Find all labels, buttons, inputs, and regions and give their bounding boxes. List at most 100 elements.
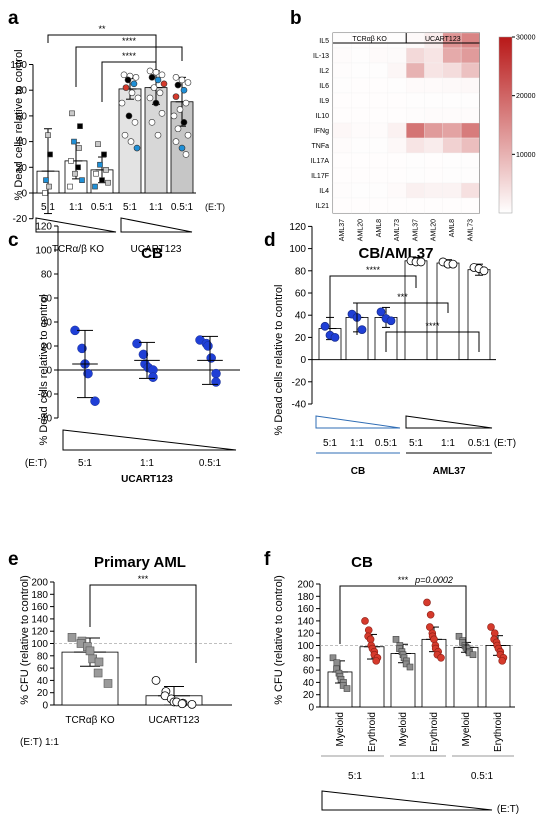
c-data-point (77, 343, 87, 354)
f-y-tick-label: 120 (297, 629, 314, 640)
a-data-square (67, 183, 73, 190)
d-sig-1 (329, 275, 417, 330)
panel-d-letter: d (264, 230, 276, 251)
b-heat-cell (387, 122, 407, 139)
b-heat-cell (460, 197, 480, 214)
b-heat-cell (424, 122, 443, 139)
e-data-point (151, 676, 161, 685)
a-data-point (182, 151, 190, 158)
b-heat-cell (369, 47, 389, 64)
f-y-tick-label: 160 (297, 604, 314, 615)
a-data-point (150, 84, 158, 91)
f-y-tick-label: 180 (297, 592, 314, 603)
f-y-tick-label: 80 (303, 653, 315, 664)
f-category-label: Erythroid (429, 712, 440, 752)
b-heat-cell (460, 92, 480, 109)
panel-f-letter: f (264, 549, 271, 570)
a-data-point (176, 106, 184, 113)
b-heat-cell (369, 197, 389, 214)
b-colorbar-tick-label: 10000 (516, 152, 536, 159)
b-heat-cell (406, 197, 425, 214)
f-ratio-label: 5:1 (348, 771, 362, 782)
b-row-label: IFNg (314, 128, 329, 135)
e-et-label: (E:T) 1:1 (20, 737, 59, 748)
f-data-point (430, 635, 438, 644)
b-heat-cell (369, 167, 389, 184)
a-data-point (184, 79, 192, 86)
b-heat-cell (460, 77, 480, 94)
b-heat-cell (442, 167, 462, 184)
a-data-point (178, 76, 186, 84)
f-data-point (437, 653, 445, 662)
f-category-label: Myeloid (335, 712, 346, 746)
b-heat-cell (332, 152, 352, 169)
f-y-tick-label: 60 (303, 666, 315, 677)
b-heat-cell (332, 137, 352, 154)
b-col-label: AML20 (431, 219, 438, 241)
panel-f-title: CB (351, 554, 373, 571)
b-heat-cell (351, 107, 370, 124)
e-y-tick-label: 180 (31, 590, 48, 601)
e-data-square (67, 633, 77, 642)
a-data-square (69, 110, 75, 117)
d-category-label: 1:1 (441, 438, 455, 449)
a-data-point (180, 119, 188, 126)
f-y-tick-label: 0 (308, 703, 314, 714)
f-category-label: Erythroid (367, 712, 378, 752)
b-heat-cell (387, 137, 407, 154)
a-data-point (158, 71, 166, 79)
a-group-label-2: UCART123 (131, 244, 182, 255)
d-sig-3-label: **** (425, 321, 440, 331)
b-col-group-2: UCART123 (425, 36, 461, 43)
b-heat-cell (332, 92, 352, 109)
b-heat-cell (332, 182, 352, 199)
b-heat-cell (332, 107, 352, 124)
a-data-point (148, 74, 156, 81)
a-data-point (178, 144, 186, 152)
b-heat-cell (387, 152, 407, 169)
d-y-tick-label: 80 (295, 266, 307, 277)
b-heat-cell (406, 77, 425, 94)
b-col-label: AML8 (449, 219, 456, 237)
a-data-square (105, 179, 111, 186)
c-y-tick-label: 100 (35, 246, 52, 257)
f-data-point (426, 610, 435, 619)
d-group-label-2: AML37 (433, 466, 466, 477)
e-y-tick-label: 200 (31, 578, 48, 589)
a-category-label: 1:1 (149, 202, 163, 213)
f-y-tick-label: 140 (297, 616, 314, 627)
a-y-tick-label: 60 (16, 111, 28, 122)
b-heat-cell (351, 92, 370, 109)
f-data-point (423, 598, 431, 607)
a-y-tick-label: 100 (10, 60, 27, 71)
e-category-label: TCRαβ KO (65, 715, 115, 726)
a-y-tick-label: -20 (13, 214, 28, 225)
f-y-tick-label: 40 (303, 678, 315, 689)
f-category-label: Erythroid (493, 712, 504, 752)
b-heat-cell (442, 92, 462, 109)
b-heat-cell (351, 122, 370, 139)
b-heat-cell (442, 107, 462, 124)
b-heat-cell (460, 62, 480, 79)
b-heat-cell (387, 32, 407, 49)
b-heat-cell (351, 47, 370, 64)
b-col-label: AML73 (467, 219, 474, 241)
e-data-point (187, 699, 197, 709)
c-y-tick-label: 120 (35, 222, 52, 233)
a-data-point (152, 68, 160, 76)
a-data-point (174, 125, 182, 133)
a-data-point (131, 119, 139, 126)
b-heat-cell (460, 32, 480, 49)
e-y-tick-label: 60 (37, 664, 49, 675)
e-sig-label: *** (138, 574, 149, 584)
a-data-point (121, 131, 129, 139)
b-heat-cell (351, 167, 370, 184)
b-heat-cell (424, 197, 443, 214)
panel-c-letter: c (8, 230, 19, 251)
b-heat-cell (460, 167, 480, 184)
c-category-label: 5:1 (78, 458, 92, 469)
c-data-point (90, 396, 100, 406)
e-data-square (93, 668, 103, 678)
d-data-point (448, 259, 458, 269)
a-data-point (154, 131, 162, 139)
